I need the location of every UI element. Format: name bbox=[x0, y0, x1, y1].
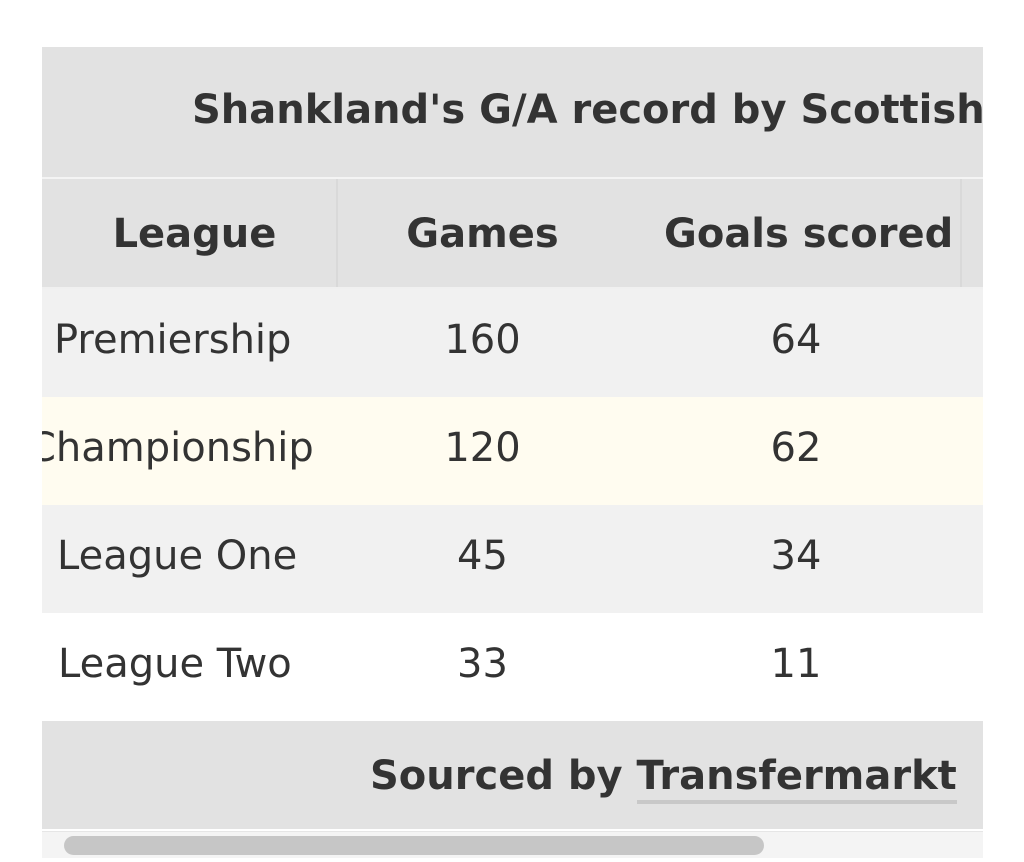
horizontal-scrollbar[interactable] bbox=[42, 831, 983, 858]
cell-league: League Two bbox=[58, 641, 292, 687]
table-row: League One 45 34 bbox=[42, 505, 983, 613]
table-row: Championship 120 62 bbox=[42, 397, 983, 505]
table-footer: Sourced by Transfermarkt bbox=[42, 721, 983, 829]
column-header-goals: Goals scored bbox=[664, 211, 954, 257]
data-table: Shankland's G/A record by Scottish divis… bbox=[42, 47, 983, 829]
cell-goals: 64 bbox=[770, 317, 822, 363]
column-header-league: League bbox=[112, 211, 277, 257]
source-credit: Sourced by Transfermarkt bbox=[370, 753, 957, 804]
table-row: Premiership 160 64 bbox=[42, 289, 983, 397]
cell-goals: 11 bbox=[770, 641, 822, 687]
cell-games: 33 bbox=[457, 641, 508, 687]
cell-goals: 34 bbox=[770, 533, 822, 579]
column-header-games: Games bbox=[406, 211, 559, 257]
table-header-row: League Games Goals scored bbox=[42, 179, 983, 289]
scrollbar-thumb[interactable] bbox=[64, 836, 764, 855]
table-viewport[interactable]: Shankland's G/A record by Scottish divis… bbox=[42, 47, 983, 862]
table-caption-text: Shankland's G/A record by Scottish divis… bbox=[192, 87, 983, 133]
cell-games: 120 bbox=[444, 425, 521, 471]
cell-league: League One bbox=[57, 533, 298, 579]
table-caption: Shankland's G/A record by Scottish divis… bbox=[42, 47, 983, 179]
column-divider bbox=[960, 179, 962, 287]
source-link[interactable]: Transfermarkt bbox=[636, 753, 957, 804]
cell-goals: 62 bbox=[770, 425, 822, 471]
cell-games: 45 bbox=[457, 533, 508, 579]
cell-league: Championship bbox=[42, 425, 314, 471]
source-prefix: Sourced by bbox=[370, 753, 637, 799]
cell-games: 160 bbox=[444, 317, 521, 363]
cell-league: Premiership bbox=[54, 317, 292, 363]
table-row: League Two 33 11 bbox=[42, 613, 983, 721]
column-divider bbox=[336, 179, 338, 287]
